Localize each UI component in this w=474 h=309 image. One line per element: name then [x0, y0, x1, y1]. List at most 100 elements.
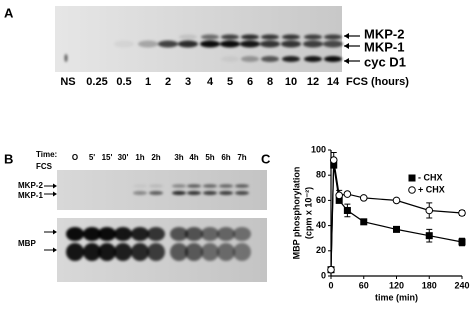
y-tick-label: 0	[321, 270, 326, 280]
point	[458, 209, 466, 217]
point	[343, 206, 351, 214]
lane-label: 3h	[174, 153, 183, 162]
panel-letter: C	[261, 151, 271, 166]
blot-bands	[64, 34, 343, 62]
arrows	[344, 35, 360, 62]
lane-label: 4h	[189, 153, 198, 162]
band	[133, 184, 147, 188]
lane-label: 30'	[118, 153, 129, 162]
band	[324, 56, 342, 62]
arrowheads	[53, 183, 57, 253]
point	[327, 265, 335, 274]
band	[201, 227, 219, 241]
band	[185, 227, 203, 241]
panel-letter: B	[4, 151, 13, 166]
blot	[57, 170, 267, 210]
band	[203, 191, 217, 195]
legend-marker	[408, 186, 416, 194]
band	[178, 40, 198, 48]
band	[219, 184, 233, 188]
band	[261, 34, 279, 40]
lane-label: 12	[307, 76, 319, 88]
line-chart: 0 20 40 60 80 100 0 60 120 180 240 time (min) MBP ph…	[291, 144, 469, 302]
band	[187, 184, 201, 188]
band	[217, 243, 235, 261]
band	[282, 56, 300, 62]
band	[179, 34, 197, 40]
lane-label: 2h	[151, 153, 160, 162]
lane-label: 3	[185, 76, 191, 88]
band	[158, 40, 178, 48]
blot	[55, 6, 342, 72]
blot-bands	[66, 184, 251, 261]
band	[66, 227, 84, 241]
lane-label: 2	[165, 76, 171, 88]
y-tick-label: 20	[316, 245, 326, 255]
band	[114, 40, 134, 48]
band	[185, 243, 203, 261]
band	[201, 243, 219, 261]
y-tick-label: 100	[311, 144, 326, 154]
point	[458, 238, 466, 246]
band	[172, 184, 186, 188]
band	[304, 34, 322, 40]
band	[98, 227, 116, 241]
y-axis-label: MBP phosphorylation	[291, 167, 301, 260]
lane-label: 10	[285, 76, 297, 88]
band	[83, 243, 101, 261]
band	[170, 243, 188, 261]
band-label: MBP	[18, 239, 36, 248]
band	[261, 56, 279, 62]
lane-label: 0.25	[86, 76, 107, 88]
band	[323, 40, 343, 48]
y-axis-label: (cpm x 10⁻²)	[303, 187, 313, 239]
band	[303, 40, 323, 48]
y-tick-label: 80	[316, 170, 326, 180]
band	[114, 227, 132, 241]
band-label: MKP-2	[364, 26, 404, 41]
lane-label: 7h	[237, 153, 246, 162]
point	[425, 232, 433, 240]
band	[149, 191, 163, 195]
lane-label: 1	[145, 76, 151, 88]
band	[304, 56, 322, 62]
band-label: cyc D1	[364, 54, 406, 69]
lane-label: 0.5	[116, 76, 131, 88]
lane-label: 5h	[205, 153, 214, 162]
lane-label: NS	[60, 76, 75, 88]
band	[235, 184, 249, 188]
point	[335, 191, 343, 200]
point	[359, 194, 368, 202]
lane-axis-label: FCS (hours)	[346, 76, 409, 88]
series-line	[330, 160, 463, 270]
band	[131, 227, 149, 241]
band	[64, 54, 68, 62]
band	[240, 40, 260, 48]
band	[233, 227, 251, 241]
band	[217, 227, 235, 241]
y-tick-label: 40	[316, 220, 326, 230]
band	[98, 243, 116, 261]
band	[241, 34, 259, 40]
lane-label: 6h	[221, 153, 230, 162]
band	[201, 34, 219, 40]
x-tick-label: 60	[359, 280, 369, 290]
x-axis-label: time (min)	[375, 292, 418, 302]
band	[147, 227, 165, 241]
arrowheads	[344, 33, 349, 64]
legend-label: - CHX	[418, 172, 443, 182]
point	[425, 206, 434, 215]
band	[260, 40, 280, 48]
lane-label: 1h	[135, 153, 144, 162]
lane-label: 4	[207, 76, 214, 88]
x-tick-label: 120	[389, 280, 404, 290]
lane-label: 14	[327, 76, 340, 88]
point	[343, 190, 352, 198]
band	[114, 243, 132, 261]
time-label: Time:	[36, 150, 57, 159]
x-tick-label: 180	[422, 280, 437, 290]
band	[147, 243, 165, 261]
x-tick-label: 240	[454, 280, 469, 290]
y-tick-label: 60	[316, 195, 326, 205]
